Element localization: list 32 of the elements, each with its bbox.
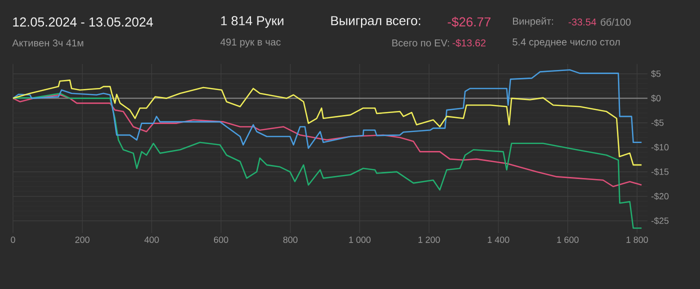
line-series	[12, 80, 642, 166]
text: 1 814 Руки	[221, 16, 284, 28]
text: -$26.77	[448, 16, 490, 28]
chart-subtitle: Активен 3ч 41м	[12, 39, 84, 47]
text: Выиграл всего:	[331, 16, 420, 28]
y-tick-label: -$10	[651, 144, 669, 151]
text: Всего по EV:	[392, 40, 449, 46]
x-tick-label: 600	[214, 236, 228, 243]
x-tick-label: 0	[10, 236, 16, 243]
y-tick-label: -$5	[651, 119, 664, 126]
text: Винрейт:	[513, 17, 553, 27]
x-tick-label: 1 200	[418, 236, 440, 243]
text: -33.54	[568, 18, 596, 26]
y-tick-label: -$15	[651, 168, 669, 176]
y-tick-label: -$20	[651, 192, 669, 200]
line-series	[12, 69, 642, 149]
y-tick-label: $5	[651, 70, 661, 78]
text: 5.4 среднее число стол	[512, 38, 620, 48]
x-tick-label: 1 400	[488, 236, 510, 243]
text: 491 рук в час	[220, 38, 281, 48]
x-tick-label: 1 800	[626, 236, 648, 243]
line-series	[12, 94, 642, 188]
text: бб/100	[600, 18, 631, 26]
y-tick-label: -$25	[651, 217, 669, 224]
chart-title: 12.05.2024 - 13.05.2024	[13, 17, 153, 27]
x-tick-label: 1 000	[349, 236, 371, 243]
text: -$13.62	[452, 38, 486, 48]
x-tick-label: 200	[75, 236, 90, 243]
x-tick-label: 1 600	[557, 236, 579, 243]
x-tick-label: 800	[283, 236, 298, 243]
x-tick-label: 400	[144, 236, 159, 243]
y-tick-label: $0	[651, 94, 661, 102]
